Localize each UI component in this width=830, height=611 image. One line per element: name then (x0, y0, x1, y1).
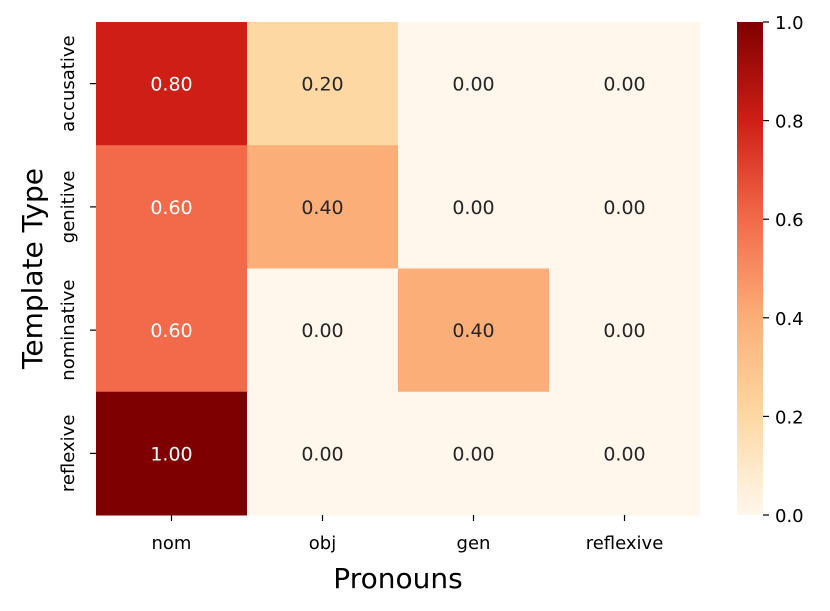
heatmap-cell (549, 22, 701, 146)
cell-value-label: 0.60 (150, 197, 192, 219)
colorbar-tick-label: 0.0 (775, 506, 804, 527)
cell-value-label: 0.00 (301, 443, 343, 465)
heatmap-cell (96, 391, 248, 516)
cell-value-label: 0.00 (603, 443, 645, 465)
heatmap-cell (398, 268, 550, 393)
colorbar-tick-label: 1.0 (775, 13, 804, 34)
heatmap-cell (247, 22, 399, 146)
heatmap-cell (247, 391, 399, 516)
cell-value-label: 0.00 (452, 443, 494, 465)
heatmap-cell-labels: 0.80 0.20 0.00 0.00 0.60 0.40 0.00 0.00 0.60 0.00… (150, 74, 645, 466)
heatmap-cell (549, 391, 701, 516)
heatmap-cell (398, 145, 550, 269)
heatmap-cell (549, 145, 701, 269)
cell-value-label: 0.00 (603, 320, 645, 342)
x-tick-label: reflexive (586, 533, 664, 554)
colorbar: 0.0 0.2 0.4 0.6 0.8 1.0 (737, 13, 804, 527)
colorbar-gradient (737, 22, 763, 515)
colorbar-tick-label: 0.6 (775, 210, 804, 231)
heatmap-cell (398, 391, 550, 516)
x-tick-label: gen (457, 533, 491, 554)
y-tick-label: genitive (58, 171, 79, 244)
heatmap-cell (247, 268, 399, 393)
cell-value-label: 1.00 (150, 443, 192, 465)
y-tick-label: accusative (58, 35, 79, 131)
y-tick-label: nominative (58, 280, 79, 381)
heatmap-cell (96, 145, 248, 269)
heatmap-cell (549, 268, 701, 393)
cell-value-label: 0.00 (452, 197, 494, 219)
cell-value-label: 0.00 (301, 320, 343, 342)
y-axis: accusative genitive nominative reflexive (58, 35, 96, 492)
heatmap-cell (96, 268, 248, 393)
y-axis-title: Template Type (16, 168, 49, 370)
cell-value-label: 0.60 (150, 320, 192, 342)
heatmap-cells (96, 22, 701, 516)
cell-value-label: 0.80 (150, 74, 192, 96)
y-tick-label: reflexive (58, 415, 79, 493)
cell-value-label: 0.00 (452, 74, 494, 96)
cell-value-label: 0.00 (603, 197, 645, 219)
x-axis: nom obj gen reflexive (152, 515, 664, 554)
cell-value-label: 0.40 (452, 320, 494, 342)
colorbar-tick-label: 0.2 (775, 407, 804, 428)
x-axis-title: Pronouns (333, 562, 462, 595)
x-tick-label: obj (309, 533, 336, 554)
heatmap-cell (96, 22, 248, 146)
cell-value-label: 0.00 (603, 74, 645, 96)
heatmap-cell (247, 145, 399, 269)
x-tick-label: nom (152, 533, 192, 554)
cell-value-label: 0.20 (301, 74, 343, 96)
colorbar-tick-label: 0.8 (775, 112, 804, 133)
colorbar-tick-label: 0.4 (775, 309, 804, 330)
heatmap-cell (398, 22, 550, 146)
cell-value-label: 0.40 (301, 197, 343, 219)
